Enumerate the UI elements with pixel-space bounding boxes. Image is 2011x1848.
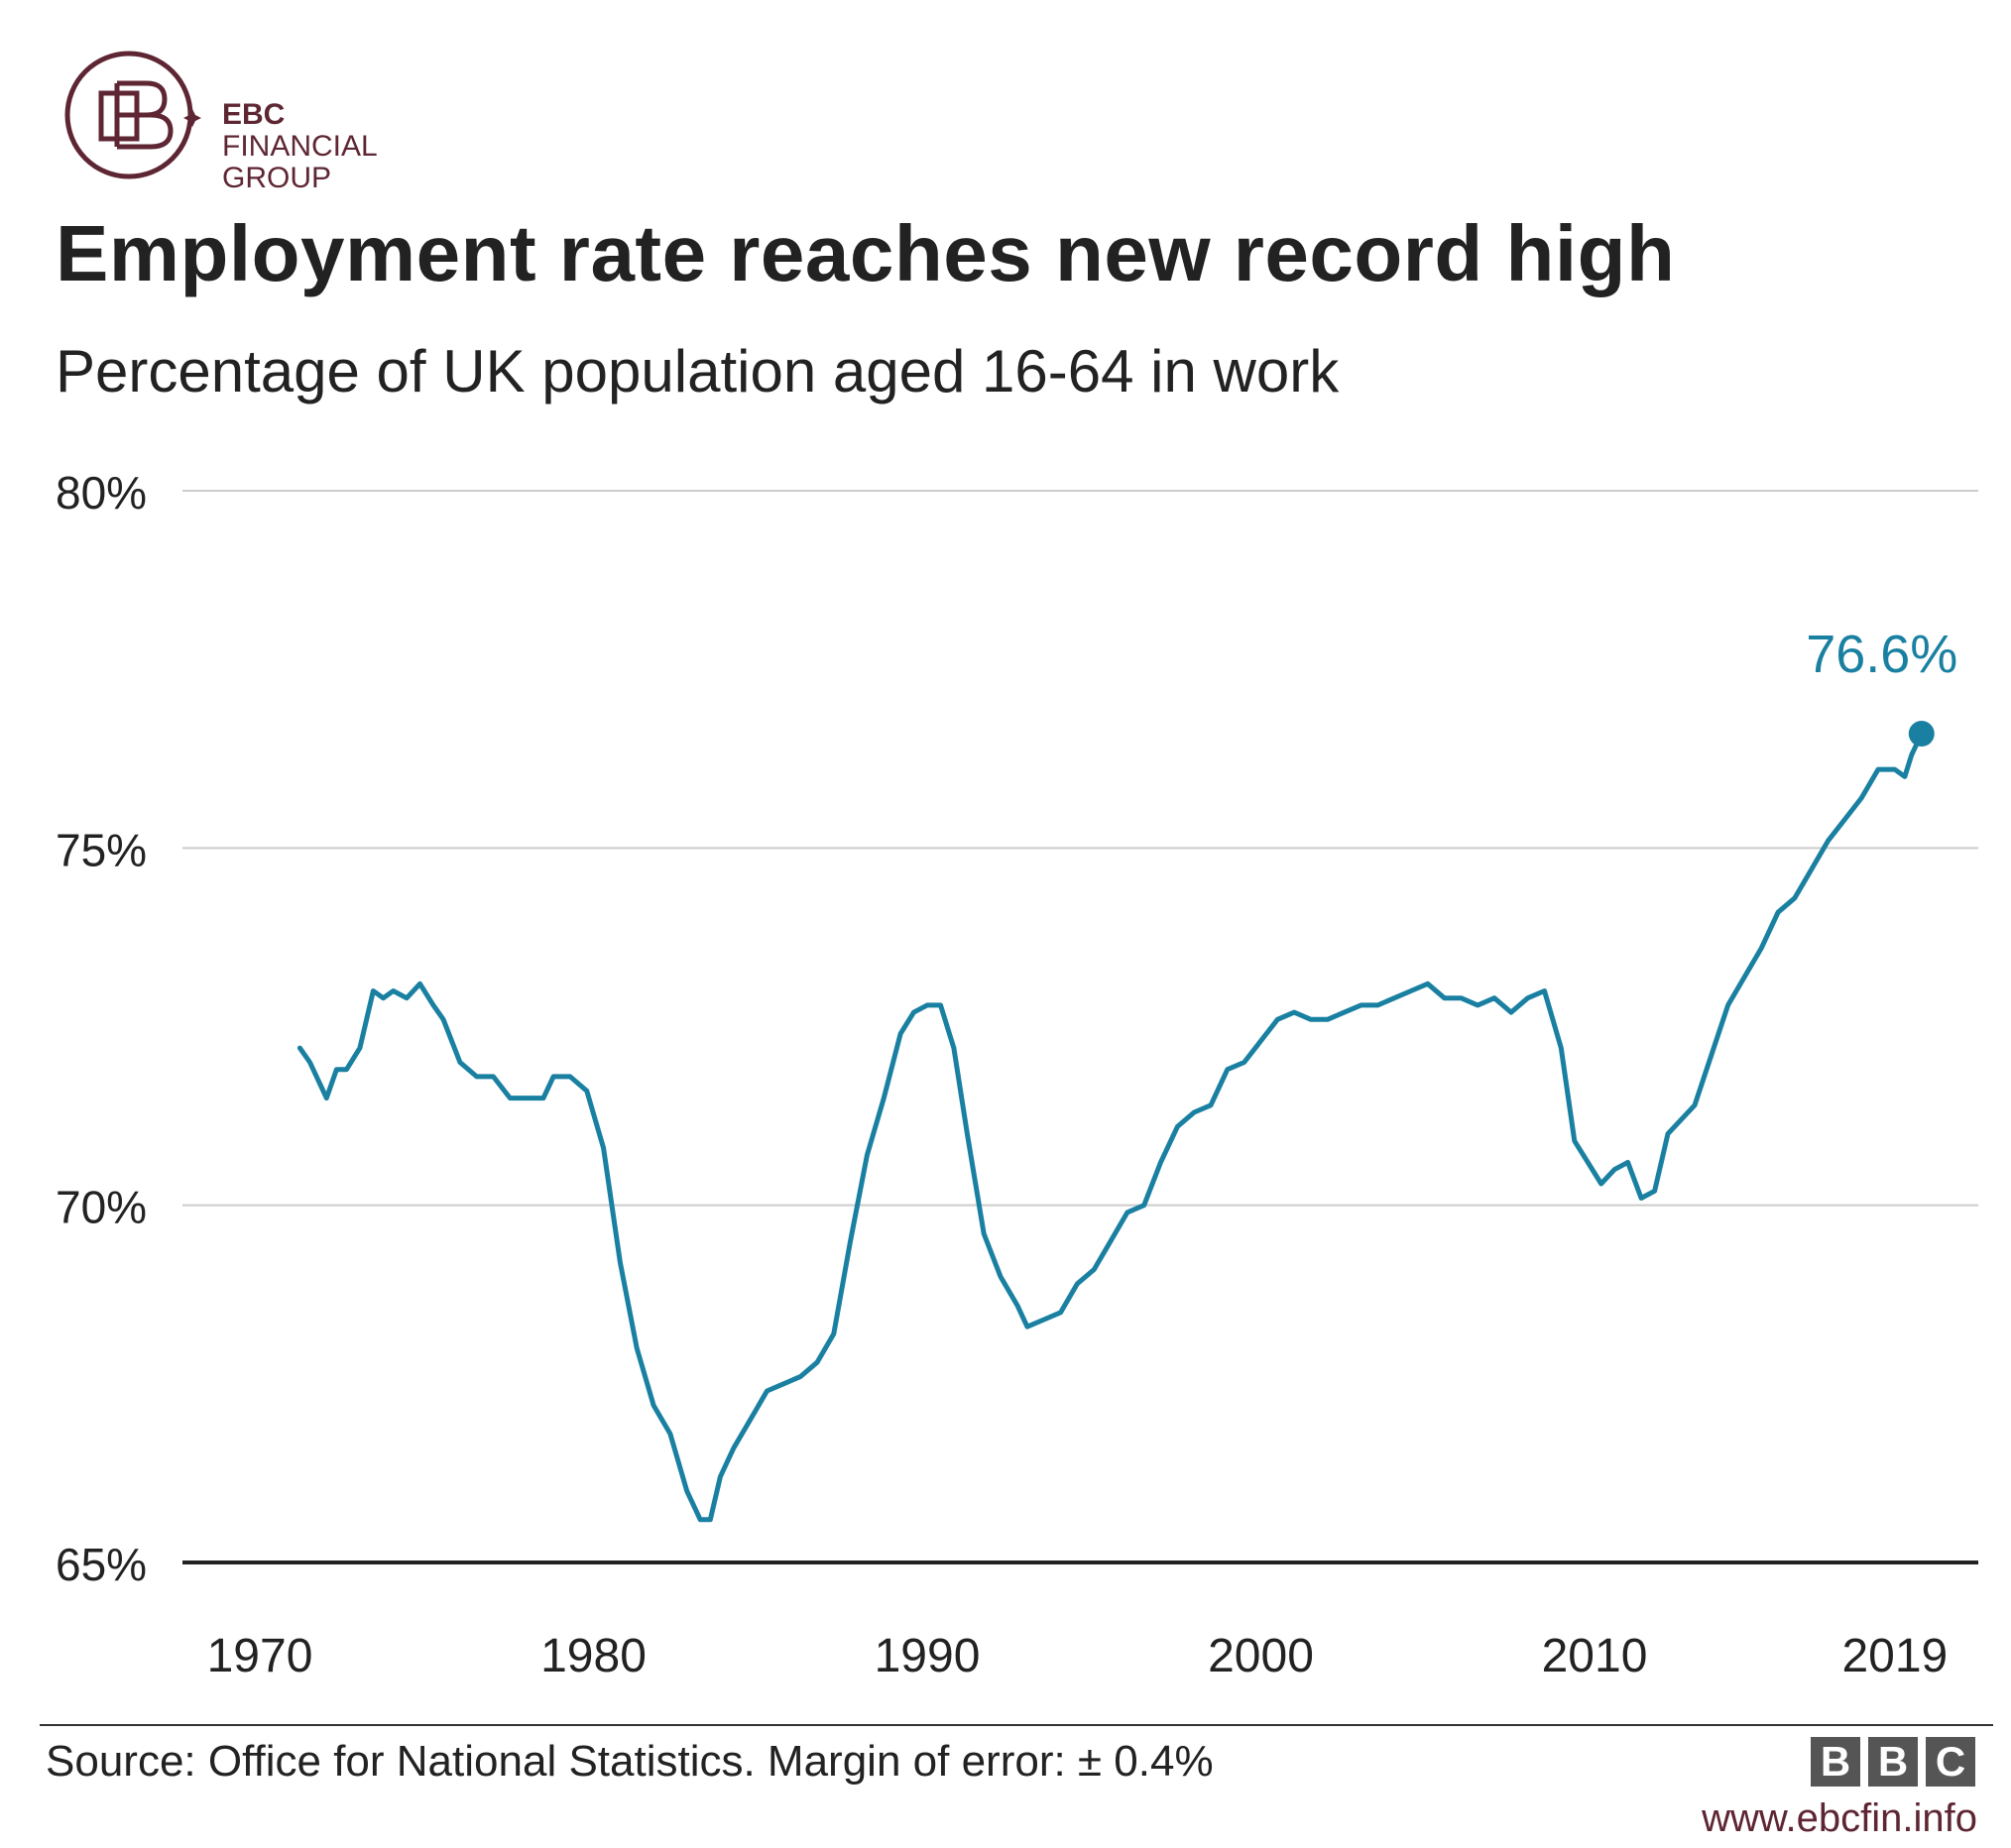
footer-divider xyxy=(40,1724,1993,1726)
ebc-logo-text: EBC FINANCIAL GROUP xyxy=(222,99,378,194)
x-tick-label: 2000 xyxy=(1208,1630,1314,1682)
logo-line-1: EBC xyxy=(222,98,286,131)
x-tick-label: 1990 xyxy=(875,1630,981,1682)
annotation-group: 76.6% xyxy=(1806,625,1957,748)
latest-value-label: 76.6% xyxy=(1806,625,1957,684)
y-tick-label: 70% xyxy=(56,1182,147,1233)
y-tick-label: 80% xyxy=(56,467,147,519)
latest-point xyxy=(1908,721,1935,748)
x-tick-label: 1970 xyxy=(207,1630,313,1682)
logo-line-3: GROUP xyxy=(222,162,332,194)
chart-title: Employment rate reaches new record high xyxy=(56,209,1676,297)
bbc-letter-1: B xyxy=(1811,1737,1860,1787)
y-tick-label: 65% xyxy=(56,1539,147,1590)
x-tick-label: 2010 xyxy=(1542,1630,1648,1682)
y-tick-label: 75% xyxy=(56,824,147,875)
bbc-letter-3: C xyxy=(1926,1737,1975,1787)
y-axis-ticks: 80% 75% 70% 65% xyxy=(56,467,147,1590)
x-tick-label: 1980 xyxy=(540,1630,647,1682)
website-url: www.ebcfin.info xyxy=(1702,1796,1977,1840)
bbc-letter-2: B xyxy=(1868,1737,1918,1787)
ebc-logo-icon xyxy=(64,51,201,179)
logo-line-2: FINANCIAL xyxy=(222,130,378,163)
ebc-logo: EBC FINANCIAL GROUP xyxy=(61,44,478,194)
source-note: Source: Office for National Statistics. … xyxy=(46,1737,1214,1786)
x-tick-label: 2019 xyxy=(1841,1630,1948,1682)
series-group xyxy=(296,731,1925,1523)
x-axis-ticks: 1970 1980 1990 2000 2010 2019 xyxy=(207,1630,1949,1682)
chart-subtitle: Percentage of UK population aged 16-64 i… xyxy=(56,338,1340,404)
line-chart: 80% 75% 70% 65% 1970 1980 1990 2000 2010 2019 76… xyxy=(56,467,1978,1682)
grid-lines xyxy=(182,490,1978,1564)
series-line xyxy=(296,731,1925,1523)
bbc-logo: B B C xyxy=(1811,1737,1975,1787)
